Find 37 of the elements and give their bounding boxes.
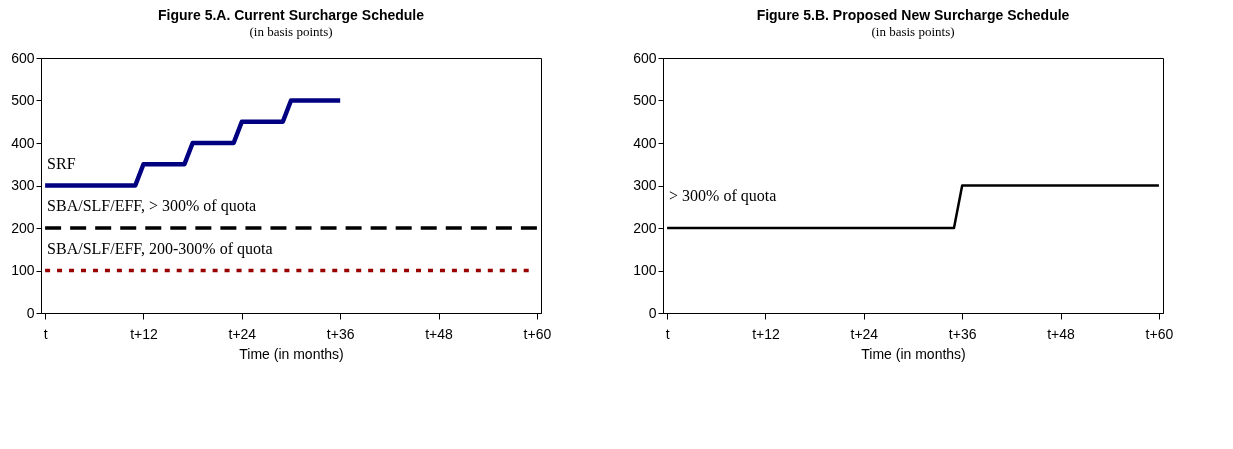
line-series (42, 98, 343, 188)
x-tick-label: t+36 (326, 325, 355, 342)
y-tick-label: 500 (11, 92, 35, 108)
y-tick-label: 400 (633, 134, 657, 151)
y-tick-label: 100 (11, 262, 35, 278)
x-tick-label: t+60 (523, 325, 552, 342)
x-tick-label: t+24 (228, 325, 257, 342)
y-tick-label: 0 (648, 304, 657, 321)
chart-title: Figure 5.A. Current Surcharge Schedule (157, 7, 425, 23)
annotation: > 300% of quota (669, 187, 777, 205)
x-tick-label: t+48 (425, 325, 454, 342)
x-tick-label: t+60 (1145, 325, 1174, 342)
annotation: SRF (47, 154, 76, 172)
y-tick-label: 300 (11, 177, 35, 193)
y-tick-label: 600 (633, 49, 657, 66)
y-tick-label: 0 (26, 304, 35, 321)
x-tick-label: t+24 (850, 325, 879, 342)
y-tick-label: 500 (633, 92, 657, 108)
x-tick-label: t+48 (1047, 325, 1076, 342)
y-tick-label: 600 (11, 49, 35, 66)
x-axis-title: Time (in months) (239, 345, 344, 362)
x-tick-label: t (43, 325, 48, 342)
x-tick-label: t+12 (130, 325, 158, 342)
x-tick-label: t+36 (948, 325, 977, 342)
x-tick-label: t (665, 325, 670, 342)
chart-subtitle: (in basis points) (249, 24, 333, 39)
y-tick-label: 200 (633, 219, 657, 236)
y-tick-label: 200 (11, 219, 35, 236)
y-tick-label: 300 (633, 177, 657, 193)
y-tick-label: 100 (633, 262, 657, 278)
annotation: SBA/SLF/EFF, > 300% of quota (47, 197, 257, 215)
x-tick-label: t+12 (752, 325, 780, 342)
x-axis-title: Time (in months) (861, 345, 966, 362)
annotation: SBA/SLF/EFF, 200-300% of quota (47, 239, 273, 258)
chart-subtitle: (in basis points) (871, 24, 955, 39)
chart-title: Figure 5.B. Proposed New Surcharge Schedule (756, 7, 1070, 23)
y-tick-label: 400 (11, 134, 35, 151)
